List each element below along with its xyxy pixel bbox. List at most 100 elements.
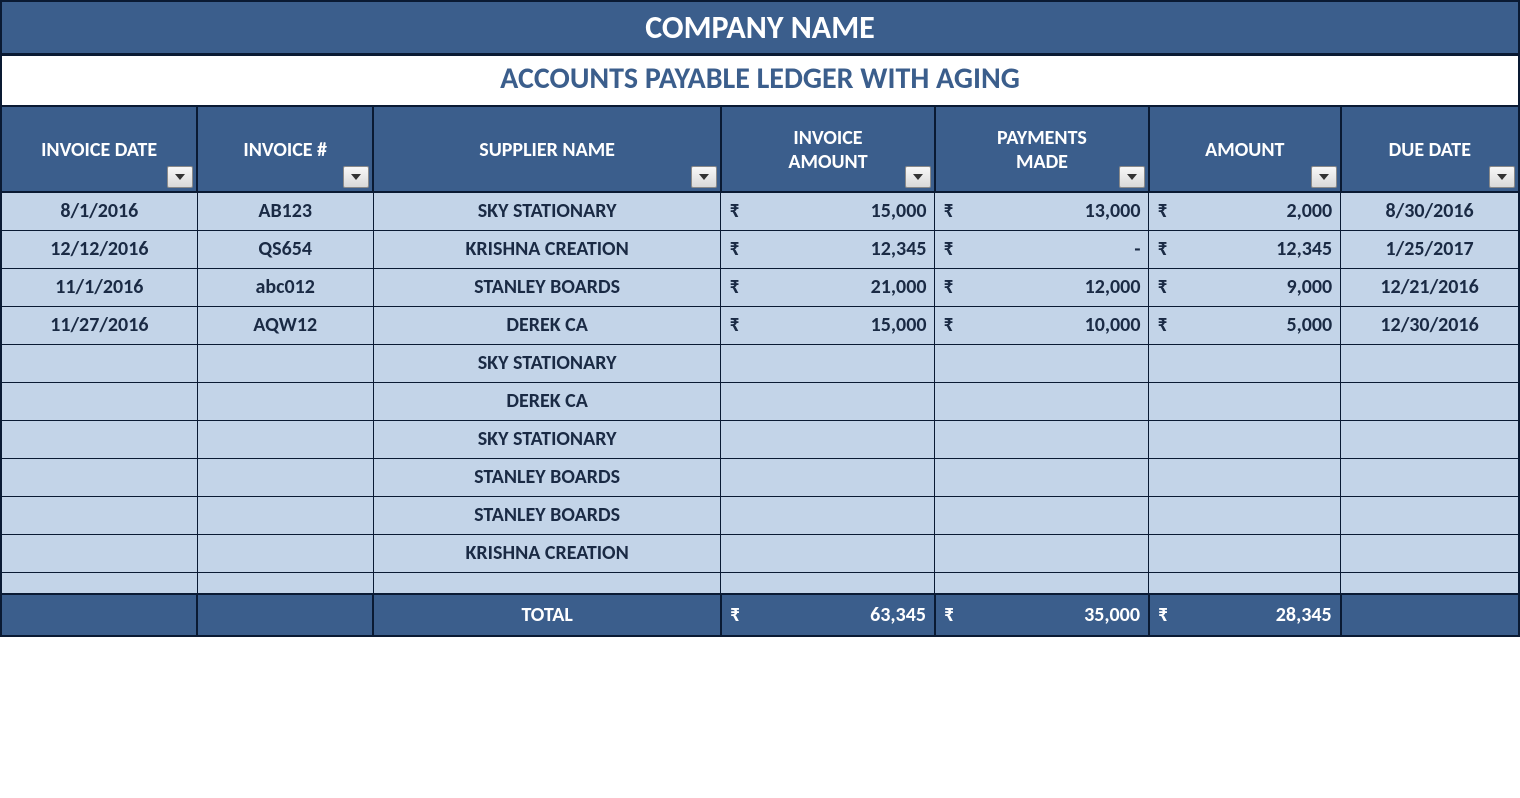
cell-payments_made[interactable] (935, 382, 1149, 420)
cell-supplier[interactable]: DEREK CA (373, 382, 721, 420)
column-header-supplier[interactable]: SUPPLIER NAME (373, 106, 721, 192)
table-row[interactable]: SKY STATIONARY (1, 420, 1519, 458)
column-header-payments_made[interactable]: PAYMENTSMADE (935, 106, 1149, 192)
cell-payments_made[interactable] (935, 534, 1149, 572)
cell-due_date[interactable]: 12/21/2016 (1341, 268, 1519, 306)
cell-invoice_date[interactable]: 8/1/2016 (1, 192, 197, 230)
cell-invoice_no[interactable]: AQW12 (197, 306, 373, 344)
cell-invoice_no[interactable] (197, 458, 373, 496)
cell-supplier[interactable]: KRISHNA CREATION (373, 534, 721, 572)
cell-amount[interactable] (1149, 420, 1341, 458)
filter-dropdown-icon[interactable] (691, 166, 717, 188)
table-row[interactable]: DEREK CA (1, 382, 1519, 420)
cell-amount[interactable] (1149, 534, 1341, 572)
cell-payments_made[interactable]: ₹10,000 (935, 306, 1149, 344)
currency-symbol: ₹ (943, 199, 953, 223)
cell-invoice_no[interactable] (197, 420, 373, 458)
cell-invoice_date[interactable] (1, 344, 197, 382)
currency-symbol: ₹ (729, 199, 739, 223)
filter-dropdown-icon[interactable] (1489, 166, 1515, 188)
column-header-invoice_amount[interactable]: INVOICEAMOUNT (721, 106, 935, 192)
table-row[interactable]: 11/27/2016AQW12DEREK CA₹15,000₹10,000₹5,… (1, 306, 1519, 344)
column-header-invoice_date[interactable]: INVOICE DATE (1, 106, 197, 192)
cell-invoice_no[interactable] (197, 344, 373, 382)
cell-amount[interactable] (1149, 496, 1341, 534)
cell-payments_made[interactable]: ₹13,000 (935, 192, 1149, 230)
column-header-amount[interactable]: AMOUNT (1149, 106, 1341, 192)
cell-invoice_date[interactable] (1, 496, 197, 534)
cell-invoice_amount[interactable] (721, 382, 935, 420)
table-row[interactable]: 8/1/2016AB123SKY STATIONARY₹15,000₹13,00… (1, 192, 1519, 230)
cell-payments_made[interactable] (935, 344, 1149, 382)
cell-invoice_amount[interactable] (721, 344, 935, 382)
cell-invoice_no[interactable]: AB123 (197, 192, 373, 230)
cell-due_date[interactable] (1341, 382, 1519, 420)
filter-dropdown-icon[interactable] (167, 166, 193, 188)
cell-payments_made[interactable]: ₹12,000 (935, 268, 1149, 306)
table-row[interactable]: SKY STATIONARY (1, 344, 1519, 382)
cell-invoice_date[interactable] (1, 534, 197, 572)
filter-dropdown-icon[interactable] (343, 166, 369, 188)
cell-payments_made[interactable] (935, 420, 1149, 458)
cell-supplier[interactable]: STANLEY BOARDS (373, 268, 721, 306)
table-row[interactable]: 12/12/2016QS654KRISHNA CREATION₹12,345₹-… (1, 230, 1519, 268)
cell-supplier[interactable]: SKY STATIONARY (373, 344, 721, 382)
cell-value: abc012 (256, 275, 315, 299)
cell-invoice_amount[interactable] (721, 534, 935, 572)
cell-amount[interactable]: ₹5,000 (1149, 306, 1341, 344)
cell-payments_made[interactable] (935, 496, 1149, 534)
cell-invoice_amount[interactable]: ₹15,000 (721, 192, 935, 230)
cell-payments_made[interactable] (935, 458, 1149, 496)
cell-invoice_amount[interactable] (721, 496, 935, 534)
table-row[interactable]: KRISHNA CREATION (1, 534, 1519, 572)
column-header-invoice_no[interactable]: INVOICE # (197, 106, 373, 192)
cell-invoice_date[interactable] (1, 420, 197, 458)
cell-invoice_no[interactable] (197, 534, 373, 572)
cell-invoice_amount[interactable] (721, 420, 935, 458)
cell-amount[interactable] (1149, 458, 1341, 496)
cell-invoice_no[interactable] (197, 382, 373, 420)
cell-invoice_date[interactable]: 11/27/2016 (1, 306, 197, 344)
cell-due_date[interactable] (1341, 344, 1519, 382)
cell-invoice_amount[interactable]: ₹21,000 (721, 268, 935, 306)
filter-dropdown-icon[interactable] (905, 166, 931, 188)
cell-invoice_amount[interactable]: ₹12,345 (721, 230, 935, 268)
cell-amount[interactable]: ₹12,345 (1149, 230, 1341, 268)
ledger-subtitle: ACCOUNTS PAYABLE LEDGER WITH AGING (1, 55, 1519, 107)
table-row[interactable]: STANLEY BOARDS (1, 458, 1519, 496)
cell-invoice_no[interactable]: abc012 (197, 268, 373, 306)
cell-supplier[interactable]: DEREK CA (373, 306, 721, 344)
cell-amount[interactable] (1149, 382, 1341, 420)
column-header-due_date[interactable]: DUE DATE (1341, 106, 1519, 192)
cell-invoice_no[interactable]: QS654 (197, 230, 373, 268)
cell-supplier[interactable]: SKY STATIONARY (373, 420, 721, 458)
cell-due_date[interactable]: 12/30/2016 (1341, 306, 1519, 344)
cell-invoice_date[interactable] (1, 458, 197, 496)
cell-amount[interactable]: ₹9,000 (1149, 268, 1341, 306)
cell-supplier[interactable]: STANLEY BOARDS (373, 458, 721, 496)
cell-amount[interactable]: ₹2,000 (1149, 192, 1341, 230)
cell-due_date[interactable]: 1/25/2017 (1341, 230, 1519, 268)
cell-payments_made[interactable]: ₹- (935, 230, 1149, 268)
cell-invoice_date[interactable]: 11/1/2016 (1, 268, 197, 306)
cell-invoice_date[interactable]: 12/12/2016 (1, 230, 197, 268)
cell-invoice_date[interactable] (1, 382, 197, 420)
cell-invoice_amount[interactable] (721, 458, 935, 496)
cell-amount[interactable] (1149, 344, 1341, 382)
table-row[interactable]: 11/1/2016 abc012 STANLEY BOARDS₹21,000₹12,… (1, 268, 1519, 306)
filter-dropdown-icon[interactable] (1119, 166, 1145, 188)
filter-dropdown-icon[interactable] (1311, 166, 1337, 188)
cell-due_date[interactable]: 8/30/2016 (1341, 192, 1519, 230)
cell-due_date[interactable] (1341, 458, 1519, 496)
cell-invoice_no[interactable] (197, 496, 373, 534)
cell-supplier[interactable]: STANLEY BOARDS (373, 496, 721, 534)
table-row[interactable]: STANLEY BOARDS (1, 496, 1519, 534)
company-title: COMPANY NAME (1, 1, 1519, 55)
cell-value: DEREK CA (506, 389, 588, 413)
cell-invoice_amount[interactable]: ₹15,000 (721, 306, 935, 344)
cell-supplier[interactable]: SKY STATIONARY (373, 192, 721, 230)
cell-due_date[interactable] (1341, 420, 1519, 458)
cell-supplier[interactable]: KRISHNA CREATION (373, 230, 721, 268)
cell-due_date[interactable] (1341, 496, 1519, 534)
cell-due_date[interactable] (1341, 534, 1519, 572)
